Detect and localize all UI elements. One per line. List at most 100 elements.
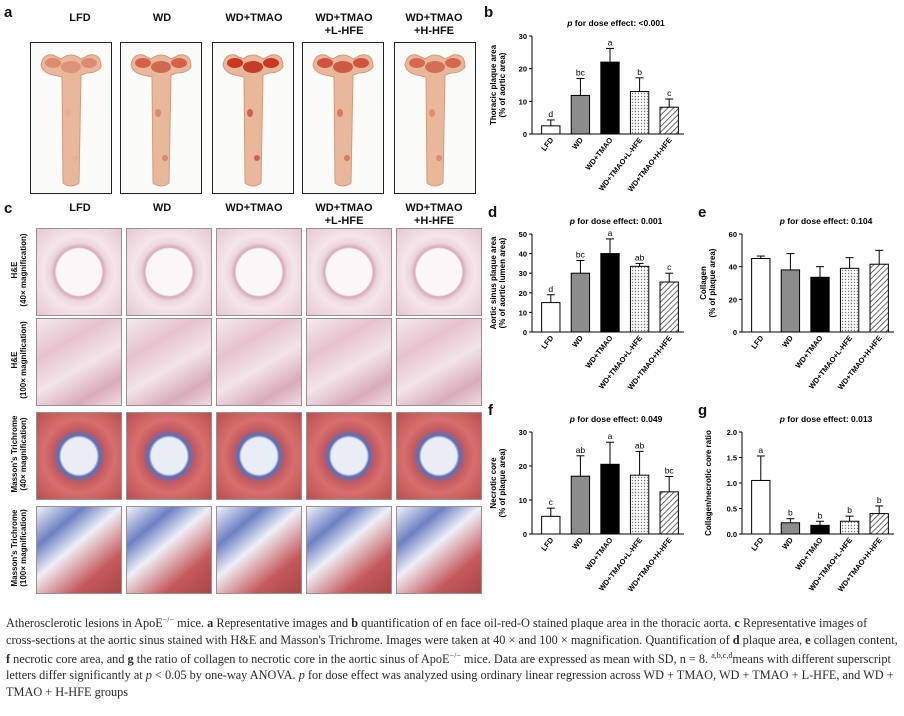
histology-image bbox=[126, 228, 212, 316]
panel-c-row-label: Masson's Trichrome (100× magnification) bbox=[4, 506, 34, 592]
y-axis-label: Thoracic plaque area(% of aortic area) bbox=[489, 44, 507, 125]
bar bbox=[659, 106, 679, 135]
histology-image bbox=[216, 412, 302, 500]
bar bbox=[629, 91, 650, 135]
x-tick-label: LFD bbox=[539, 333, 555, 350]
row-stain-label: H&E bbox=[10, 261, 19, 279]
y-tick-label: 30 bbox=[519, 428, 527, 437]
chart-title: p for dose effect: 0.001 bbox=[569, 216, 663, 226]
aorta-image bbox=[120, 42, 202, 194]
significance-letter: a bbox=[758, 445, 763, 455]
histology-image bbox=[36, 506, 122, 594]
panel-c-col-header-2: WD+TMAO bbox=[225, 202, 283, 214]
bar bbox=[541, 515, 561, 535]
x-tick-label: WD+TMAO bbox=[583, 136, 614, 172]
histology-image bbox=[126, 506, 212, 594]
y-tick-label: 1.5 bbox=[727, 454, 737, 463]
bar bbox=[659, 281, 679, 333]
significance-letter: ab bbox=[635, 252, 645, 262]
panel-c-row-label: Masson's Trichrome (40× magnification) bbox=[4, 412, 34, 498]
significance-letter: c bbox=[667, 88, 672, 98]
y-axis-label: Collagen/necrotic core ratio bbox=[704, 430, 713, 536]
y-tick-label: 10 bbox=[519, 496, 527, 505]
panel-e-label: e bbox=[698, 204, 707, 221]
significance-letter: a bbox=[608, 37, 613, 47]
histology-image bbox=[306, 506, 392, 594]
histology-image bbox=[216, 318, 302, 406]
significance-letter: c bbox=[549, 497, 554, 507]
y-tick-label: 0 bbox=[523, 530, 527, 539]
significance-letter: bc bbox=[576, 249, 586, 259]
chart-f: p for dose effect: 0.049 0 10 20 30 Necrotic … bbox=[489, 414, 684, 593]
histology-image bbox=[306, 318, 392, 406]
y-tick-label: 1.0 bbox=[727, 479, 737, 488]
row-stain-label: Masson's Trichrome bbox=[10, 509, 19, 587]
panel-a-label: a bbox=[4, 4, 13, 21]
panel-a-col-header-2: WD+TMAO bbox=[225, 12, 283, 24]
histology-image bbox=[396, 228, 482, 316]
significance-letter: d bbox=[548, 284, 553, 294]
bar bbox=[541, 302, 561, 333]
bar bbox=[839, 267, 860, 333]
histology-image bbox=[126, 412, 212, 500]
row-stain-label: H&E bbox=[10, 351, 19, 369]
significance-letter: b bbox=[877, 495, 882, 505]
significance-letter: b bbox=[637, 67, 642, 77]
significance-letter: b bbox=[788, 508, 793, 518]
significance-letter: d bbox=[548, 109, 553, 119]
panel-c-col-header-3: WD+TMAO +L-HFE bbox=[315, 202, 373, 227]
histology-image bbox=[216, 228, 302, 316]
bar bbox=[541, 125, 561, 135]
histology-image bbox=[306, 412, 392, 500]
y-tick-label: 10 bbox=[519, 308, 527, 317]
y-tick-label: 20 bbox=[519, 289, 527, 298]
y-tick-label: 0 bbox=[733, 328, 737, 337]
bar bbox=[600, 61, 620, 135]
significance-letter: c bbox=[667, 262, 672, 272]
bar bbox=[810, 524, 830, 535]
aorta-image bbox=[394, 42, 476, 194]
figure-caption: Atherosclerotic lesions in ApoE−/− mice.… bbox=[6, 615, 898, 699]
histology-image bbox=[396, 412, 482, 500]
y-axis-label: Collagen(% of plaque area) bbox=[699, 248, 717, 317]
x-tick-label: WD bbox=[570, 135, 585, 151]
x-tick-label: WD+TMAO bbox=[583, 334, 614, 370]
y-tick-label: 0 bbox=[523, 130, 527, 139]
x-tick-label: WD bbox=[780, 535, 795, 551]
x-tick-label: WD bbox=[780, 333, 795, 349]
significance-letter: a bbox=[608, 431, 613, 441]
x-tick-label: WD bbox=[570, 535, 585, 551]
panel-c-col-header-0: LFD bbox=[69, 202, 91, 214]
row-magnification-label: (100× magnification) bbox=[19, 509, 28, 587]
significance-letter: a bbox=[608, 228, 613, 238]
row-stain-label: Masson's Trichrome bbox=[10, 415, 19, 493]
bar bbox=[751, 258, 771, 333]
panel-c-row-label: H&E (100× magnification) bbox=[4, 318, 34, 404]
panel-b-label: b bbox=[484, 4, 494, 21]
row-magnification-label: (100× magnification) bbox=[19, 321, 28, 399]
histology-image bbox=[216, 506, 302, 594]
bar bbox=[751, 479, 771, 535]
row-magnification-label: (40× magnification) bbox=[19, 417, 28, 491]
y-tick-label: 20 bbox=[519, 65, 527, 74]
panel-c-row-label: H&E (40× magnification) bbox=[4, 228, 34, 314]
y-tick-label: 40 bbox=[729, 263, 737, 272]
bar bbox=[810, 276, 830, 333]
x-tick-label: WD+TMAO bbox=[793, 334, 824, 370]
significance-letter: b bbox=[847, 505, 852, 515]
chart-title: p for dose effect: 0.013 bbox=[779, 414, 873, 424]
y-tick-label: 10 bbox=[519, 97, 527, 106]
y-tick-label: 0 bbox=[523, 328, 527, 337]
bar bbox=[869, 513, 889, 535]
x-tick-label: LFD bbox=[539, 135, 555, 152]
chart-title: p for dose effect: 0.104 bbox=[779, 216, 873, 226]
significance-letter: ab bbox=[576, 445, 586, 455]
chart-g: p for dose effect: 0.013 0.0 0.5 1.0 1.5 2.0 C… bbox=[704, 414, 894, 593]
y-axis-label: Necrotic core(% of plaque area) bbox=[489, 448, 507, 517]
aorta-image bbox=[212, 42, 294, 194]
panel-c-label: c bbox=[4, 200, 13, 217]
significance-letter: bc bbox=[665, 466, 675, 476]
y-tick-label: 60 bbox=[729, 230, 737, 239]
bar bbox=[629, 265, 650, 333]
y-tick-label: 0.5 bbox=[727, 505, 737, 514]
